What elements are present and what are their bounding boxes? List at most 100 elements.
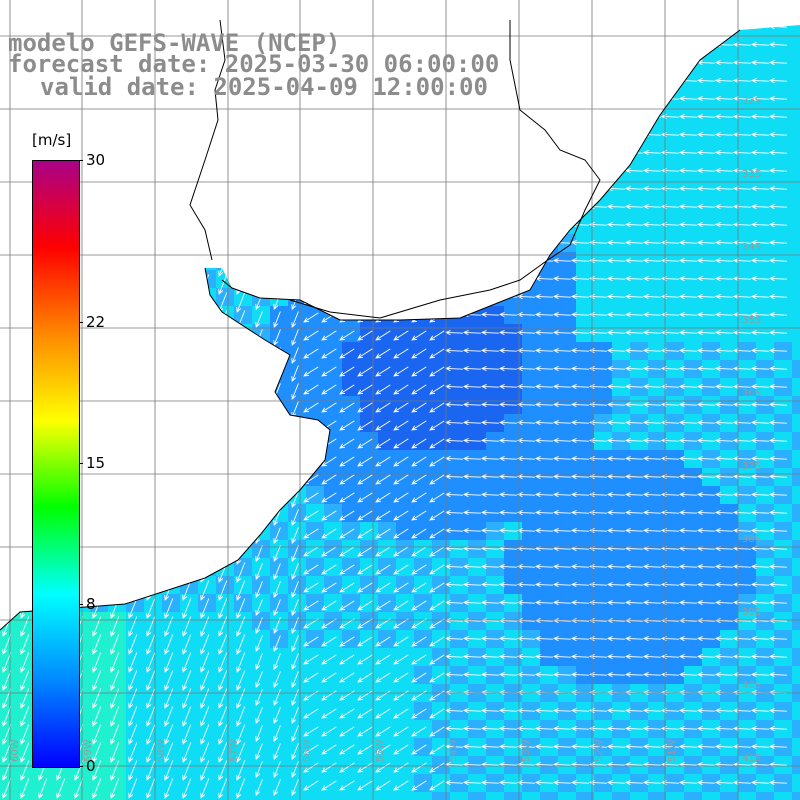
wind-arrow bbox=[393, 294, 409, 305]
wind-arrow bbox=[339, 492, 355, 503]
wind-arrow bbox=[516, 239, 535, 246]
wind-arrow bbox=[146, 130, 156, 151]
wind-arrow bbox=[200, 400, 210, 421]
wind-arrow bbox=[164, 688, 174, 709]
wind-arrow bbox=[444, 41, 463, 48]
latitude-label: 33S bbox=[742, 169, 761, 180]
wind-arrow bbox=[303, 114, 319, 125]
wind-arrow bbox=[291, 635, 299, 653]
wind-arrow bbox=[321, 204, 337, 215]
sea-cell bbox=[558, 180, 576, 198]
sea-cell bbox=[468, 234, 486, 252]
wind-arrow bbox=[732, 509, 751, 516]
sea-cell bbox=[522, 0, 540, 18]
wind-arrow bbox=[20, 472, 30, 493]
wind-arrow bbox=[606, 275, 625, 282]
wind-arrow bbox=[516, 401, 535, 408]
wind-arrow bbox=[642, 275, 661, 282]
wind-arrow bbox=[92, 688, 102, 709]
sea-cell bbox=[252, 0, 270, 18]
wind-arrow bbox=[273, 239, 281, 257]
wind-arrow bbox=[732, 383, 751, 390]
wind-arrow bbox=[20, 706, 30, 727]
wind-arrow bbox=[696, 41, 715, 48]
wind-arrow bbox=[588, 149, 607, 156]
sea-cell bbox=[792, 0, 800, 18]
wind-arrow bbox=[2, 652, 12, 673]
wind-arrow bbox=[642, 365, 661, 372]
wind-arrow bbox=[128, 418, 138, 439]
wind-arrow bbox=[375, 240, 391, 251]
wind-arrow bbox=[20, 130, 30, 151]
wind-arrow bbox=[146, 724, 156, 745]
sea-cell bbox=[0, 144, 18, 162]
sea-cell bbox=[648, 0, 666, 18]
wind-arrow bbox=[462, 25, 481, 30]
wind-arrow bbox=[570, 707, 589, 714]
wind-arrow bbox=[590, 6, 607, 10]
wind-arrow bbox=[375, 168, 391, 179]
sea-cell bbox=[126, 342, 144, 360]
sea-cell bbox=[252, 180, 270, 198]
wind-arrow bbox=[678, 59, 697, 66]
sea-cell bbox=[306, 792, 324, 800]
wind-arrow bbox=[273, 365, 281, 383]
wind-arrow bbox=[200, 634, 210, 655]
wind-arrow bbox=[375, 276, 391, 287]
wind-arrow bbox=[321, 186, 337, 197]
sea-cell bbox=[540, 792, 558, 800]
wind-arrow bbox=[393, 402, 409, 413]
sea-cell bbox=[144, 288, 162, 306]
wind-arrow bbox=[516, 383, 535, 390]
wind-arrow bbox=[516, 725, 535, 732]
sea-cell bbox=[540, 180, 558, 198]
sea-cell bbox=[414, 162, 432, 180]
wind-arrow bbox=[534, 473, 553, 480]
wind-arrow bbox=[218, 724, 228, 745]
wind-arrow bbox=[236, 400, 246, 421]
wind-arrow bbox=[339, 672, 355, 683]
wind-arrow bbox=[2, 688, 12, 709]
sea-cell bbox=[90, 396, 108, 414]
wind-arrow bbox=[291, 473, 299, 491]
sea-cell bbox=[360, 216, 378, 234]
sea-cell bbox=[126, 324, 144, 342]
wind-arrow bbox=[678, 203, 697, 210]
wind-arrow bbox=[200, 310, 210, 331]
wind-arrow bbox=[516, 25, 535, 30]
wind-arrow bbox=[375, 528, 391, 539]
wind-arrow bbox=[255, 113, 263, 131]
wind-arrow bbox=[339, 132, 355, 143]
sea-cell bbox=[0, 324, 18, 342]
wind-arrow bbox=[678, 311, 697, 318]
sea-cell bbox=[252, 522, 270, 540]
sea-cell bbox=[144, 324, 162, 342]
wind-arrow bbox=[714, 59, 733, 66]
sea-cell bbox=[234, 126, 252, 144]
sea-cell bbox=[126, 504, 144, 522]
wind-arrow bbox=[572, 6, 589, 10]
wind-arrow bbox=[696, 131, 715, 138]
wind-arrow bbox=[128, 490, 138, 511]
wind-arrow bbox=[357, 654, 373, 665]
wind-arrow bbox=[462, 509, 481, 516]
wind-arrow bbox=[768, 581, 787, 588]
sea-cell bbox=[234, 342, 252, 360]
sea-cell bbox=[162, 396, 180, 414]
sea-cell bbox=[144, 216, 162, 234]
sea-cell bbox=[72, 0, 90, 18]
sea-cell bbox=[0, 108, 18, 126]
wind-arrow bbox=[498, 473, 517, 480]
wind-arrow bbox=[714, 347, 733, 354]
wind-arrow bbox=[480, 563, 499, 570]
sea-cell bbox=[234, 468, 252, 486]
sea-cell bbox=[180, 162, 198, 180]
sea-cell bbox=[576, 198, 594, 216]
sea-cell bbox=[108, 342, 126, 360]
sea-cell bbox=[792, 792, 800, 800]
wind-arrow bbox=[696, 491, 715, 498]
wind-arrow bbox=[291, 491, 299, 509]
wind-arrow bbox=[255, 653, 263, 671]
wind-arrow bbox=[606, 203, 625, 210]
wind-arrow bbox=[552, 77, 571, 84]
